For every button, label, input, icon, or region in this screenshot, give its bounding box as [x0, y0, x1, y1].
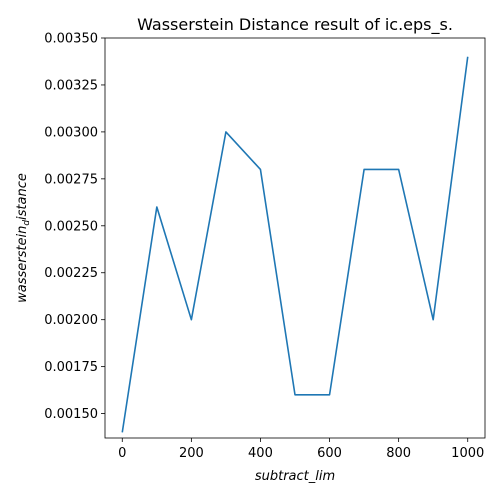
y-tick-label: 0.00150	[44, 407, 98, 422]
x-tick-label: 400	[248, 446, 273, 461]
x-axis-label: subtract_lim	[255, 469, 335, 484]
y-axis-label: wassersteindistance	[15, 173, 32, 303]
x-tick-label: 1000	[451, 446, 484, 461]
x-tick-label: 600	[317, 446, 342, 461]
y-tick-label: 0.00250	[44, 219, 98, 234]
x-axis-ticks: 0 200 400 600 800 1000	[118, 438, 484, 461]
y-axis-label-base: wasserstein	[15, 226, 30, 303]
x-tick-label: 0	[118, 446, 126, 461]
y-tick-label: 0.00325	[44, 78, 98, 93]
axes-frame	[104, 37, 486, 439]
y-tick-label: 0.00300	[44, 125, 98, 140]
x-tick-label: 800	[386, 446, 411, 461]
series-layer	[121, 56, 469, 433]
plot-area: 0.00150 0.00175 0.00200 0.00225 0.00250 0.002…	[44, 32, 486, 461]
series-line	[121, 56, 469, 433]
y-tick-label: 0.00275	[44, 172, 98, 187]
y-tick-label: 0.00350	[44, 32, 98, 47]
y-axis-label-group: wassersteindistance	[15, 173, 32, 303]
y-axis-ticks: 0.00150 0.00175 0.00200 0.00225 0.00250 0.002…	[44, 32, 105, 422]
y-axis-label-tail: istance	[15, 173, 30, 220]
y-tick-label: 0.00225	[44, 266, 98, 281]
y-axis-label-subscript: d	[22, 220, 32, 226]
y-tick-label: 0.00175	[44, 360, 98, 375]
x-tick-label: 200	[179, 446, 204, 461]
chart-title: Wasserstein Distance result of ic.eps_s.	[137, 15, 453, 35]
y-tick-label: 0.00200	[44, 313, 98, 328]
